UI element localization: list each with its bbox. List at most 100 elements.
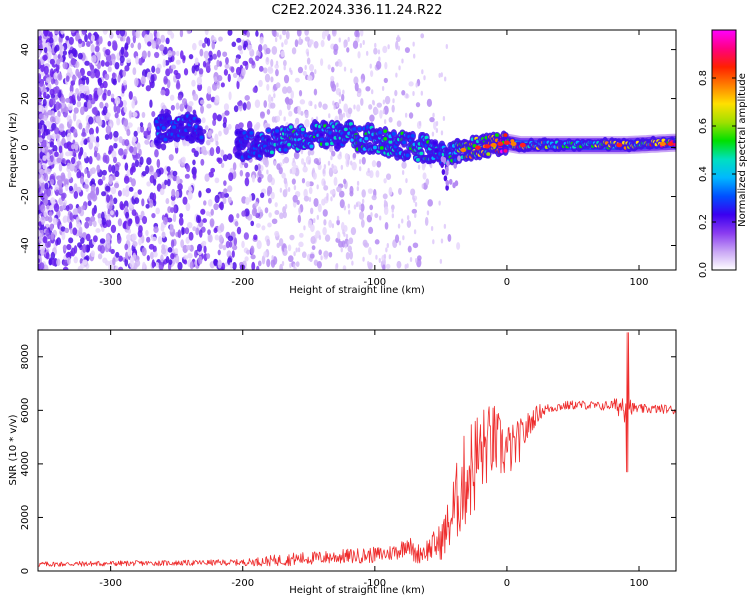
spectrogram-noise-speckle — [367, 167, 370, 173]
spectrogram-noise-speckle — [342, 112, 346, 118]
spectrogram-noise-speckle — [75, 32, 80, 42]
spectrogram-noise-speckle — [378, 215, 382, 221]
spectrogram-noise-speckle — [145, 203, 150, 209]
spectrogram-noise-speckle — [246, 30, 251, 38]
spectrogram-noise-speckle — [298, 90, 303, 97]
spectrogram-noise-speckle — [141, 111, 146, 118]
spectrogram-noise-speckle — [95, 126, 99, 134]
spectrogram-noise-speckle — [188, 101, 194, 107]
spectrogram-noise-speckle — [59, 56, 64, 63]
spectrogram-noise-speckle — [126, 169, 131, 177]
spectrogram-ridge-core — [486, 152, 491, 156]
spectrogram-noise-speckle — [182, 98, 188, 106]
spectrogram-noise-speckle — [237, 45, 243, 51]
spectrogram-noise-speckle — [183, 68, 189, 76]
spectrogram-noise-speckle — [391, 104, 395, 113]
spectrogram-noise-speckle — [338, 60, 343, 68]
spectrogram-noise-speckle — [394, 89, 398, 97]
spectrogram-hotspot — [659, 141, 666, 147]
spectrogram-noise-speckle — [216, 80, 220, 89]
spectrogram-noise-speckle — [302, 166, 308, 173]
spectrogram-noise-speckle — [313, 88, 318, 96]
spectrogram-noise-speckle — [172, 170, 178, 177]
spectrogram-noise-speckle — [331, 66, 335, 73]
spectrogram-noise-speckle — [89, 62, 93, 68]
spectrogram-noise-speckle — [264, 207, 269, 214]
spectrogram-noise-speckle — [61, 158, 66, 164]
spectrogram-noise-speckle — [205, 188, 212, 194]
spectrogram-noise-speckle — [307, 219, 313, 229]
spectrogram-noise-speckle — [54, 86, 60, 94]
spectrogram-noise-speckle — [297, 66, 304, 74]
spectrogram-noise-speckle — [138, 225, 143, 233]
spectrogram-noise-speckle — [170, 32, 175, 39]
spectrogram-noise-speckle — [420, 90, 424, 96]
spectrogram-noise-speckle — [133, 130, 138, 137]
spectrogram-noise-speckle — [60, 96, 66, 104]
spectrogram-noise-speckle — [175, 59, 181, 65]
spectrogram-noise-speckle — [388, 254, 392, 260]
spectrogram-noise-speckle — [164, 179, 168, 186]
spectrogram-noise-speckle — [78, 38, 83, 44]
spectrogram-noise-speckle — [84, 85, 90, 92]
spectrogram-noise-speckle — [401, 218, 404, 224]
spectrogram-noise-speckle — [47, 109, 53, 116]
spectrogram-noise-speckle — [139, 122, 144, 128]
spectrogram-noise-speckle — [156, 31, 160, 40]
spectrogram-noise-speckle — [283, 74, 290, 84]
spectrogram-noise-speckle — [101, 191, 106, 197]
spectrogram-noise-speckle — [112, 156, 118, 164]
spectrogram-noise-speckle — [198, 190, 202, 198]
spectrogram-noise-speckle — [128, 186, 134, 192]
spectrogram-noise-speckle — [347, 107, 353, 115]
spectrogram-noise-speckle — [43, 91, 47, 99]
spectrogram-noise-speckle — [203, 200, 207, 206]
spectrogram-noise-speckle — [227, 30, 233, 36]
spectrogram-noise-speckle — [303, 195, 310, 202]
spectrogram-noise-speckle — [285, 30, 290, 40]
spectrogram-xtick-label: -200 — [231, 277, 254, 288]
spectrogram-ridge-core — [319, 137, 324, 142]
spectrogram-noise-speckle — [224, 63, 230, 69]
spectrogram-noise-speckle — [141, 198, 145, 207]
spectrogram-noise-speckle — [80, 106, 85, 116]
spectrogram-noise-speckle — [38, 137, 43, 143]
spectrogram-noise-speckle — [357, 51, 361, 59]
spectrogram-noise-speckle — [71, 75, 77, 81]
spectrogram-noise-speckle — [224, 110, 230, 116]
spectrogram-noise-speckle — [329, 167, 332, 173]
spectrogram-noise-speckle — [279, 263, 283, 270]
spectrogram-noise-speckle — [197, 243, 203, 252]
spectrogram-noise-speckle — [225, 57, 229, 65]
spectrogram-noise-speckle — [184, 173, 190, 179]
spectrogram-noise-speckle — [155, 207, 160, 215]
spectrogram-noise-speckle — [134, 159, 140, 168]
spectrogram-noise-speckle — [284, 179, 287, 185]
spectrogram-noise-speckle — [56, 59, 61, 65]
spectrogram-ridge-core — [161, 126, 166, 130]
spectrogram-noise-speckle — [78, 83, 85, 90]
spectrogram-noise-speckle — [209, 137, 214, 143]
spectrogram-noise-speckle — [295, 247, 298, 253]
spectrogram-noise-speckle — [391, 213, 395, 219]
spectrogram-noise-speckle — [417, 255, 422, 261]
spectrogram-noise-speckle — [443, 175, 448, 182]
snr-ytick-label: 0 — [20, 568, 31, 574]
spectrogram-noise-speckle — [68, 185, 74, 192]
spectrogram-ridge-core — [300, 127, 305, 132]
spectrogram-noise-speckle — [85, 94, 89, 103]
spectrogram-noise-speckle — [307, 74, 313, 81]
spectrogram-noise-speckle — [77, 52, 83, 60]
spectrogram-noise-speckle — [407, 245, 412, 253]
spectrogram-noise-speckle — [69, 84, 74, 94]
spectrogram-noise-speckle — [149, 165, 154, 173]
spectrogram-noise-speckle — [151, 110, 156, 118]
spectrogram-noise-speckle — [257, 169, 262, 177]
spectrogram-noise-speckle — [119, 201, 124, 210]
spectrogram-noise-speckle — [81, 30, 87, 35]
spectrogram-noise-speckle — [208, 171, 214, 178]
spectrogram-noise-speckle — [215, 140, 219, 146]
spectrogram-noise-speckle — [38, 96, 43, 103]
spectrogram-noise-speckle — [115, 30, 121, 36]
